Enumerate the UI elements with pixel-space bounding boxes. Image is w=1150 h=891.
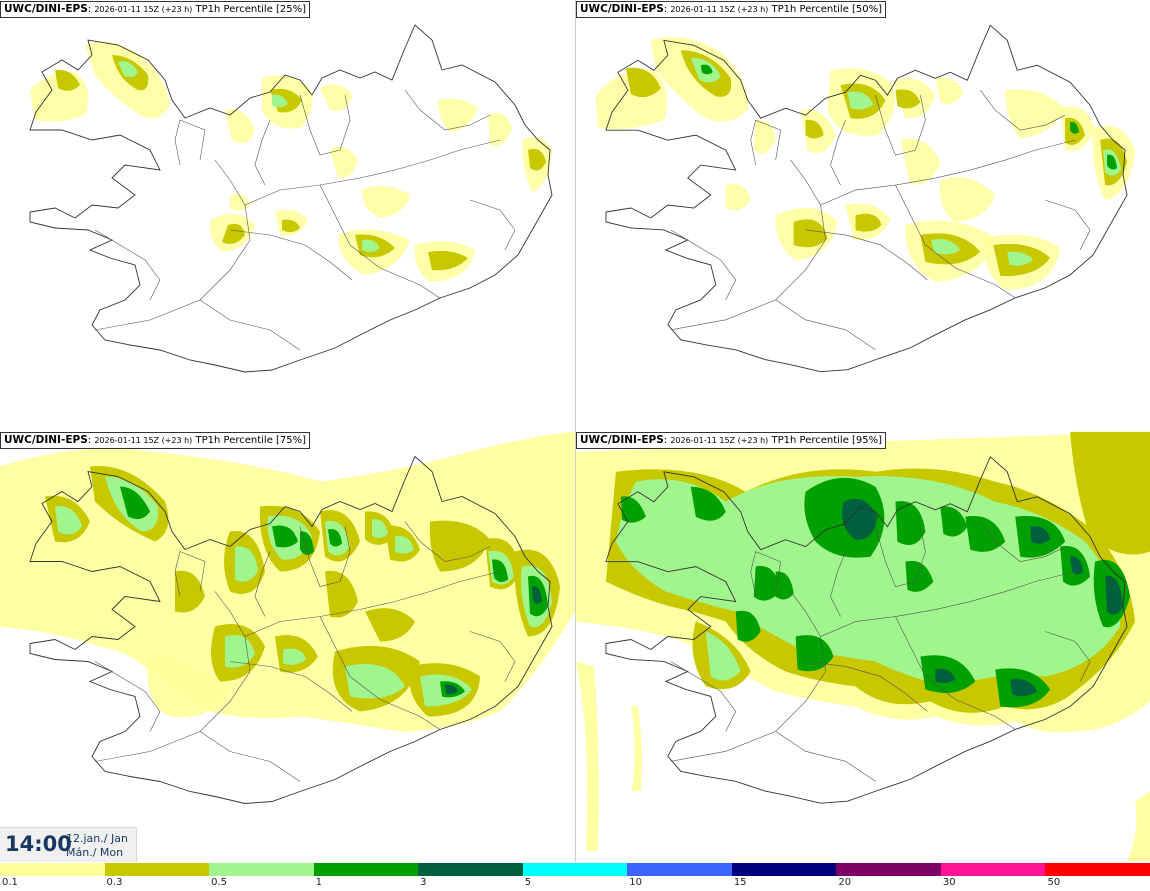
model-name: UWC/DINI-EPS [4,434,88,446]
valid-date-line2: Mán./ Mon [66,846,124,859]
legend-tick-label: 15 [733,877,747,888]
precip-map-p25 [29,24,553,373]
legend-swatch [836,863,942,876]
model-name: UWC/DINI-EPS [4,3,88,15]
legend-tick-label: 10 [629,877,642,888]
legend-tick-label: 5 [524,877,532,888]
panel-title: UWC/DINI-EPS: 2026-01-11 15Z (+23 h) TP1… [0,432,311,449]
panel-title: UWC/DINI-EPS: 2026-01-11 15Z (+23 h) TP1… [576,1,887,18]
map-panel-p95: UWC/DINI-EPS: 2026-01-11 15Z (+23 h) TP1… [576,431,1150,862]
valid-time: 14:00 [5,832,72,856]
panel-title: UWC/DINI-EPS: 2026-01-11 15Z (+23 h) TP1… [0,1,311,18]
legend-swatch [418,863,524,876]
precip-layer [30,41,552,282]
run-time: 2026-01-11 15Z (+23 h) [670,436,769,445]
legend-tick-label: 30 [942,877,956,888]
legend-swatch [313,863,419,876]
legend-swatch [940,863,1046,876]
legend-tick-label: 20 [838,877,852,888]
parameter-label: TP1h Percentile [25%] [195,4,307,15]
precip-layer [0,431,575,732]
map-panel-p75: UWC/DINI-EPS: 2026-01-11 15Z (+23 h) TP1… [0,431,575,862]
valid-time-box: 14:00 12.jan./ Jan Mán./ Mon [0,827,137,862]
legend-swatch [209,863,315,876]
panel-title: UWC/DINI-EPS: 2026-01-11 15Z (+23 h) TP1… [576,432,887,449]
legend-swatch [104,863,210,876]
precip-map-p50 [595,24,1136,373]
legend-swatch [522,863,628,876]
run-time: 2026-01-11 15Z (+23 h) [94,436,193,445]
legend-tick-label: 50 [1047,877,1061,888]
panel-divider [575,0,576,862]
legend-swatch [0,863,105,876]
legend-swatch [627,863,733,876]
valid-date-line1: 12.jan./ Jan [66,832,128,845]
legend-tick-label: 0.1 [2,877,18,888]
legend-tick-label: 0.5 [211,877,227,888]
model-name: UWC/DINI-EPS [580,434,664,446]
legend-tick-label: 0.3 [106,877,123,888]
model-name: UWC/DINI-EPS [580,3,664,15]
parameter-label: TP1h Percentile [75%] [195,435,307,446]
precip-layer [595,37,1136,290]
parameter-label: TP1h Percentile [95%] [771,435,883,446]
legend-swatch [731,863,837,876]
parameter-label: TP1h Percentile [50%] [771,4,883,15]
run-time: 2026-01-11 15Z (+23 h) [670,5,769,14]
legend-swatch [1045,863,1150,876]
precip-color-scale: 0.1 0.3 0.5 1 3 5 10 15 20 30 50 [0,862,1150,891]
run-time: 2026-01-11 15Z (+23 h) [94,5,193,14]
legend-tick-label: 1 [315,877,322,888]
map-panel-p50: UWC/DINI-EPS: 2026-01-11 15Z (+23 h) TP1… [576,0,1150,430]
precip-layer [576,431,1150,862]
legend-tick-label: 3 [420,877,427,888]
precip-map-p75 [0,431,575,804]
precip-map-p95 [576,431,1150,862]
map-panel-p25: UWC/DINI-EPS: 2026-01-11 15Z (+23 h) TP1… [0,0,575,430]
